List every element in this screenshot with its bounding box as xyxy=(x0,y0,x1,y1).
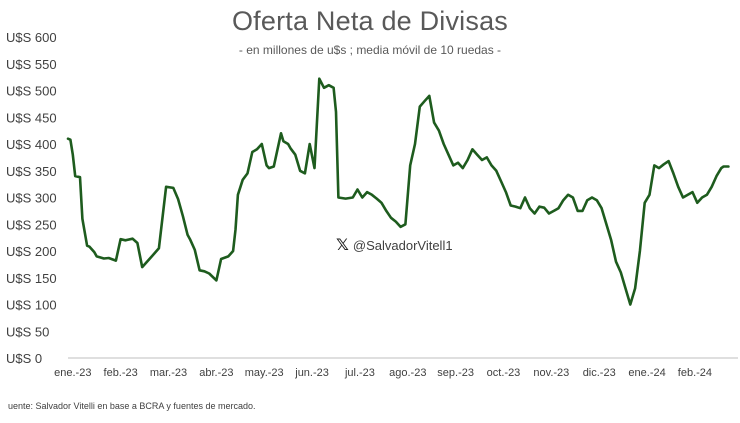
y-tick-label: U$S 100 xyxy=(6,298,57,313)
x-tick-label: ago.-23 xyxy=(389,367,426,379)
y-tick-label: U$S 550 xyxy=(6,57,57,72)
watermark-handle: @SalvadorVitell1 xyxy=(352,237,453,253)
y-tick-label: U$S 50 xyxy=(6,324,49,339)
x-tick-label: ene.-23 xyxy=(54,367,91,379)
x-logo-icon: 𝕏 xyxy=(336,237,349,254)
y-tick-label: U$S 150 xyxy=(6,271,57,286)
y-tick-label: U$S 250 xyxy=(6,217,57,232)
x-tick-label: oct.-23 xyxy=(487,367,521,379)
watermark: 𝕏 @SalvadorVitell1 xyxy=(336,235,453,255)
x-tick-label: feb.-24 xyxy=(678,367,712,379)
x-tick-label: dic.-23 xyxy=(583,367,616,379)
y-tick-label: U$S 0 xyxy=(6,351,42,366)
x-tick-label: sep.-23 xyxy=(437,367,474,379)
x-tick-label: mar.-23 xyxy=(150,367,187,379)
series-line xyxy=(66,77,730,306)
y-tick-label: U$S 600 xyxy=(6,30,57,45)
y-tick-label: U$S 500 xyxy=(6,84,57,99)
x-tick-label: ene.-24 xyxy=(628,367,665,379)
x-tick-label: jun.-23 xyxy=(294,367,329,379)
y-tick-label: U$S 200 xyxy=(6,244,57,259)
y-tick-label: U$S 400 xyxy=(6,137,57,152)
x-tick-label: may.-23 xyxy=(245,367,284,379)
source-note: uente: Salvador Vitelli en base a BCRA y… xyxy=(8,401,256,411)
y-tick-label: U$S 450 xyxy=(6,110,57,125)
chart-title: Oferta Neta de Divisas xyxy=(231,6,508,36)
x-tick-label: abr.-23 xyxy=(199,367,233,379)
x-tick-label: nov.-23 xyxy=(533,367,569,379)
chart-subtitle: - en millones de u$s ; media móvil de 10… xyxy=(238,43,502,57)
x-tick-label: jul.-23 xyxy=(344,367,375,379)
y-tick-label: U$S 350 xyxy=(6,164,57,179)
y-tick-label: U$S 300 xyxy=(6,191,57,206)
x-tick-label: feb.-23 xyxy=(104,367,138,379)
